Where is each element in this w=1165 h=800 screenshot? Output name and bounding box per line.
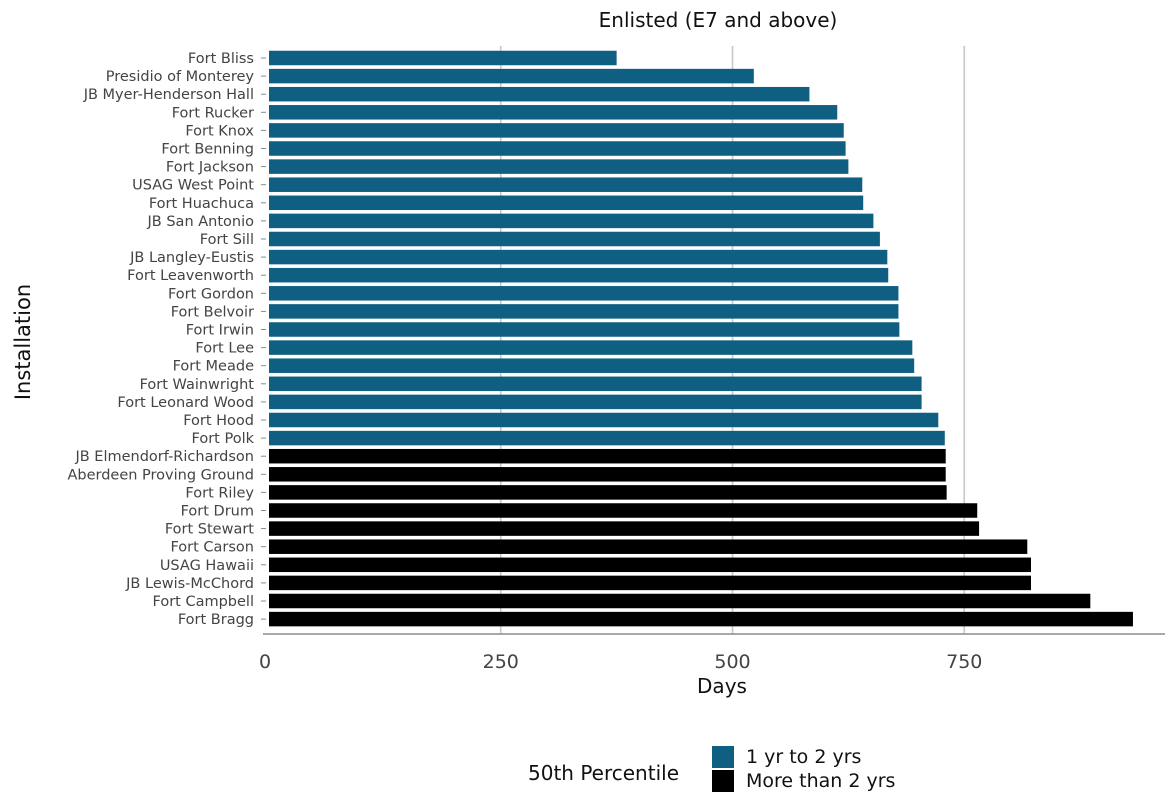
bar-12: [269, 267, 889, 283]
y-tick-label: Fort Stewart: [165, 522, 254, 538]
y-tick-label: Fort Gordon: [168, 286, 254, 302]
bar-8: [269, 195, 864, 211]
bar-15: [269, 322, 900, 337]
y-tick-label: JB Lewis-McChord: [125, 576, 254, 592]
y-tick-label: Fort Irwin: [186, 323, 254, 339]
legend-title: 50th Percentile: [528, 761, 679, 785]
bar-24: [269, 485, 947, 500]
y-tick-label: Fort Jackson: [166, 160, 254, 176]
chart-title: Enlisted (E7 and above): [599, 8, 838, 32]
y-tick-label: JB Elmendorf-Richardson: [74, 449, 254, 465]
x-axis-label: Days: [697, 674, 747, 698]
x-tick-label: 250: [483, 651, 519, 673]
y-tick-label: Fort Riley: [185, 485, 254, 501]
y-tick-label: Fort Lee: [195, 341, 254, 357]
bar-31: [269, 611, 1133, 627]
bars: [269, 50, 1133, 627]
bar-7: [269, 177, 863, 192]
x-tick-label: 750: [946, 651, 982, 673]
bar-9: [269, 213, 874, 229]
bar-19: [269, 394, 922, 410]
y-tick-label: USAG Hawaii: [160, 558, 254, 574]
legend-label: More than 2 yrs: [746, 770, 895, 792]
bar-0: [269, 50, 617, 66]
y-tick-label: Fort Huachuca: [149, 196, 254, 212]
y-tick-label: Presidio of Monterey: [106, 69, 255, 85]
x-tick-label: 0: [259, 651, 271, 673]
y-tick-label: Fort Campbell: [153, 594, 254, 610]
bar-23: [269, 467, 946, 482]
bar-10: [269, 231, 880, 247]
bar-18: [269, 376, 922, 392]
bar-5: [269, 141, 846, 156]
bar-4: [269, 123, 844, 138]
y-tick-label: USAG West Point: [132, 178, 254, 194]
bar-28: [269, 557, 1031, 573]
y-tick-label: Fort Rucker: [172, 105, 254, 121]
bar-30: [269, 593, 1091, 609]
bar-26: [269, 521, 980, 536]
y-tick-label: Fort Leavenworth: [127, 268, 254, 284]
y-tick-label: JB Myer-Henderson Hall: [83, 87, 254, 103]
y-tick-label: Fort Polk: [192, 431, 255, 447]
bar-11: [269, 249, 888, 265]
y-tick-label: Fort Leonard Wood: [117, 395, 254, 411]
bar-20: [269, 412, 939, 428]
x-tick-labels: 0 250 500 750: [259, 651, 982, 673]
y-tick-label: Fort Meade: [173, 359, 254, 375]
y-tick-labels: Fort Bliss Presidio of Monterey JB Myer-He…: [67, 51, 266, 628]
y-tick-label: Fort Knox: [185, 123, 254, 139]
y-tick-label: Aberdeen Proving Ground: [67, 467, 254, 483]
y-tick-label: Fort Drum: [181, 504, 254, 520]
bar-2: [269, 86, 810, 102]
y-tick-label: Fort Bragg: [178, 612, 254, 628]
y-tick-label: Fort Hood: [183, 413, 254, 429]
y-tick-label: Fort Sill: [200, 232, 254, 248]
bar-6: [269, 159, 849, 174]
bar-14: [269, 304, 899, 319]
legend-key-0: [712, 746, 734, 768]
y-tick-label: JB Langley-Eustis: [129, 250, 254, 266]
x-tick-label: 500: [714, 651, 750, 673]
bar-3: [269, 105, 838, 120]
y-tick-label: Fort Belvoir: [171, 304, 254, 320]
bar-13: [269, 286, 899, 301]
bar-22: [269, 448, 946, 464]
bar-29: [269, 575, 1031, 591]
bar-25: [269, 503, 978, 518]
y-axis-label: Installation: [11, 284, 35, 400]
bar-16: [269, 340, 913, 355]
bar-21: [269, 430, 945, 446]
bar-17: [269, 358, 915, 373]
legend-label: 1 yr to 2 yrs: [746, 746, 861, 768]
bar-27: [269, 539, 1028, 554]
y-tick-label: JB San Antonio: [147, 214, 255, 230]
y-tick-label: Fort Benning: [161, 142, 254, 158]
y-tick-label: Fort Bliss: [188, 51, 254, 67]
y-tick-label: Fort Carson: [170, 540, 254, 556]
y-tick-label: Fort Wainwright: [140, 377, 255, 393]
legend-key-1: [712, 770, 734, 792]
bar-1: [269, 68, 754, 84]
